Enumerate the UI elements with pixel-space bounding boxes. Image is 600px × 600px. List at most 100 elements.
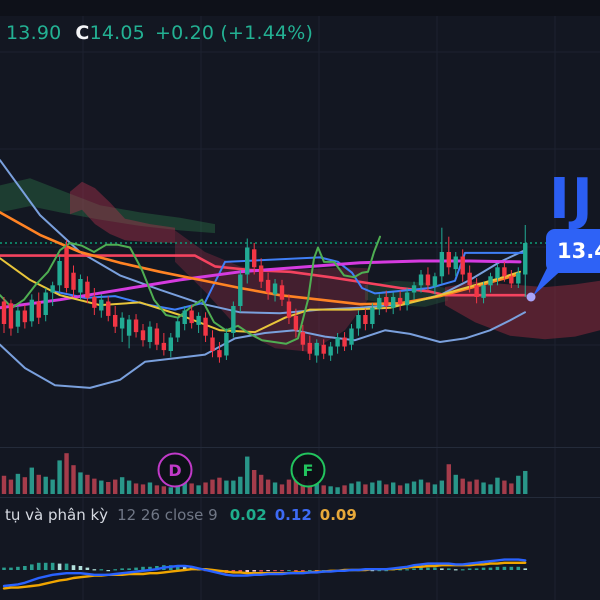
volume-bar <box>29 467 34 494</box>
top-strip <box>0 0 600 16</box>
candlestick[interactable] <box>99 299 104 311</box>
volume-bar <box>140 484 146 494</box>
candlestick[interactable] <box>43 292 48 316</box>
candlestick[interactable] <box>29 299 34 322</box>
candlestick[interactable] <box>238 274 243 307</box>
candlestick[interactable] <box>523 243 528 275</box>
event-marker-d[interactable] <box>157 452 193 488</box>
ohlc-legend[interactable]: 13.90 C14.05 +0.20 (+1.44%) <box>6 22 313 44</box>
candlestick[interactable] <box>411 285 417 293</box>
ma-amber-line <box>0 257 521 334</box>
candlestick[interactable] <box>293 315 299 331</box>
candlestick[interactable] <box>349 328 354 345</box>
candlestick[interactable] <box>377 297 382 309</box>
candlestick[interactable] <box>224 333 229 356</box>
macd-histogram-bar <box>301 570 305 572</box>
candlestick[interactable] <box>210 337 215 352</box>
volume-bar <box>391 482 396 494</box>
candlestick[interactable] <box>140 330 146 341</box>
macd-histogram-bar <box>245 570 250 573</box>
candlestick[interactable] <box>370 307 375 324</box>
candlestick[interactable] <box>36 301 41 318</box>
candlestick[interactable] <box>8 303 14 329</box>
candlestick[interactable] <box>279 285 285 300</box>
candlestick[interactable] <box>467 272 472 286</box>
candlestick[interactable] <box>328 346 333 356</box>
candlestick[interactable] <box>203 317 208 336</box>
macd-indicator-legend[interactable]: tụ và phân kỳ 12 26 close 9 0.02 0.12 0.09 <box>5 506 357 524</box>
candlestick[interactable] <box>474 285 479 297</box>
candlestick[interactable] <box>356 315 361 329</box>
candlestick[interactable] <box>488 276 493 286</box>
candlestick[interactable] <box>154 328 160 345</box>
candlestick[interactable] <box>439 252 445 277</box>
candlestick[interactable] <box>1 301 7 325</box>
candlestick[interactable] <box>64 247 69 289</box>
candlestick[interactable] <box>314 342 319 356</box>
bollinger-upper-line <box>0 159 526 315</box>
candlestick[interactable] <box>168 337 173 352</box>
candlestick[interactable] <box>286 301 292 318</box>
candlestick[interactable] <box>15 310 21 327</box>
volume-bar <box>8 479 14 494</box>
candlestick[interactable] <box>119 317 125 329</box>
macd-histogram-bar <box>453 569 458 571</box>
macd-histogram-bar <box>259 570 263 572</box>
candlestick[interactable] <box>196 315 201 325</box>
candlestick[interactable] <box>106 301 111 316</box>
candlestick[interactable] <box>258 265 264 282</box>
candlestick[interactable] <box>404 292 410 306</box>
candlestick[interactable] <box>126 319 132 336</box>
candlestick[interactable] <box>446 252 451 268</box>
candlestick[interactable] <box>217 350 222 358</box>
volume-bar <box>279 484 285 494</box>
candlestick[interactable] <box>71 272 76 290</box>
macd-histogram-bar <box>23 566 27 570</box>
candlestick[interactable] <box>502 267 507 277</box>
candlestick[interactable] <box>182 310 187 325</box>
event-marker-f[interactable] <box>290 452 326 488</box>
candlestick[interactable] <box>92 297 97 308</box>
candlestick[interactable] <box>516 272 521 284</box>
candlestick[interactable] <box>397 297 403 305</box>
candlestick[interactable] <box>335 337 340 347</box>
candlestick[interactable] <box>133 319 139 333</box>
candlestick[interactable] <box>342 337 347 347</box>
candlestick[interactable] <box>432 276 438 287</box>
candlestick[interactable] <box>50 285 55 293</box>
candlestick[interactable] <box>265 279 271 293</box>
volume-bar <box>182 481 187 494</box>
candlestick[interactable] <box>481 285 486 298</box>
macd-hist-value: 0.02 <box>229 506 267 524</box>
macd-histogram-bar <box>488 567 493 570</box>
candlestick[interactable] <box>363 315 368 324</box>
candlestick[interactable] <box>175 321 180 338</box>
candlestick[interactable] <box>252 249 257 268</box>
candlestick[interactable] <box>300 332 306 345</box>
candlestick[interactable] <box>307 342 312 354</box>
candlestick[interactable] <box>321 344 326 354</box>
candlestick[interactable] <box>509 276 514 284</box>
candlestick[interactable] <box>113 315 118 327</box>
candlestick[interactable] <box>231 306 236 333</box>
candlestick[interactable] <box>85 281 90 298</box>
price-callout-bubble[interactable] <box>546 229 600 273</box>
candlestick[interactable] <box>453 256 458 270</box>
candlestick[interactable] <box>161 342 167 351</box>
candlestick[interactable] <box>78 279 83 293</box>
volume-bar <box>203 482 208 494</box>
candlestick[interactable] <box>22 310 28 323</box>
candlestick[interactable] <box>272 283 278 295</box>
volume-bar <box>328 486 333 494</box>
candlestick[interactable] <box>57 261 62 286</box>
candlestick[interactable] <box>384 297 389 306</box>
candlestick[interactable] <box>425 274 431 286</box>
candlestick[interactable] <box>189 310 194 324</box>
candlestick[interactable] <box>147 326 153 342</box>
candlestick[interactable] <box>418 274 424 286</box>
candlestick[interactable] <box>495 267 500 279</box>
candlestick[interactable] <box>460 256 465 275</box>
candlestick[interactable] <box>391 297 396 308</box>
candlestick[interactable] <box>245 247 250 275</box>
